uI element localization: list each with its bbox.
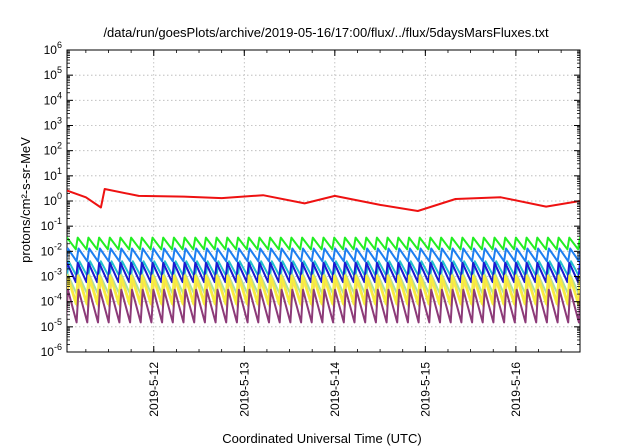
y-axis-label: protons/cm²-s-sr-MeV: [18, 137, 33, 263]
y-tick-label: 10-3: [41, 267, 62, 284]
y-tick-label: 10-5: [41, 317, 62, 334]
x-axis-label: Coordinated Universal Time (UTC): [222, 431, 421, 446]
y-axis-ticks: 106 105 104 103 102 101 100 10-1 10-2 10-3 10-4 10-…: [41, 40, 580, 359]
series-line: [67, 261, 580, 284]
x-tick-label: 2019-5-13: [237, 362, 251, 417]
y-tick-label: 10-2: [41, 241, 62, 258]
y-tick-label: 105: [44, 65, 62, 82]
y-tick-label: 10-6: [41, 342, 62, 359]
x-tick-label: 2019-5-14: [328, 362, 342, 417]
series-line: [67, 236, 580, 251]
y-tick-label: 103: [44, 116, 62, 133]
y-tick-label: 102: [44, 141, 62, 158]
y-tick-label: 100: [44, 191, 62, 208]
chart-title: /data/run/goesPlots/archive/2019-05-16/1…: [103, 25, 549, 40]
x-tick-label: 2019-5-12: [147, 362, 161, 417]
y-tick-label: 10-4: [41, 292, 62, 309]
x-tick-label: 2019-5-15: [418, 362, 432, 417]
series-line: [67, 274, 580, 306]
y-tick-label: 104: [44, 90, 62, 107]
x-axis-ticks: 2019-5-12 2019-5-13 2019-5-14 2019-5-15 2019…: [85, 50, 562, 417]
y-tick-label: 101: [44, 166, 62, 183]
y-tick-label: 10-1: [41, 216, 62, 233]
y-tick-label: 106: [44, 40, 62, 57]
series-line: [67, 188, 580, 212]
series-layer: [67, 188, 580, 324]
series-line: [67, 247, 580, 263]
series-line: [67, 288, 580, 324]
x-tick-label: 2019-5-16: [509, 362, 523, 417]
